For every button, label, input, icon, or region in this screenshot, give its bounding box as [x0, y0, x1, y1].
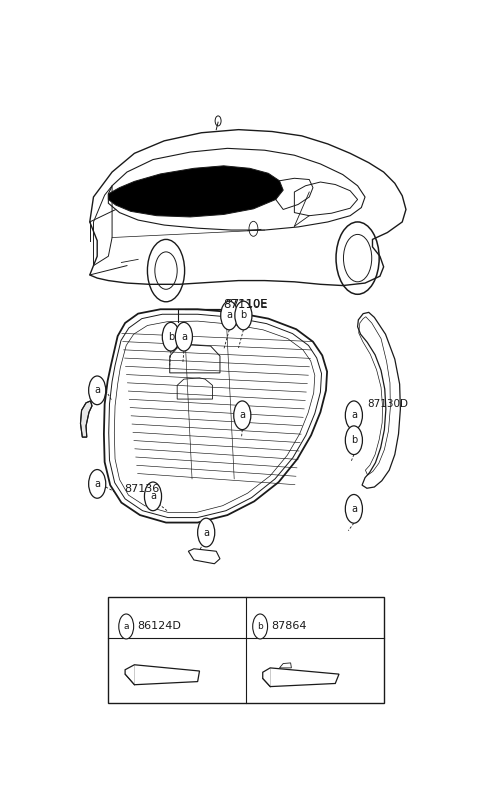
Text: 87110E: 87110E [224, 298, 268, 311]
Text: a: a [351, 504, 357, 514]
Circle shape [162, 322, 180, 351]
Text: b: b [240, 310, 247, 321]
Text: a: a [226, 310, 232, 321]
Text: b: b [257, 622, 263, 631]
Text: a: a [94, 479, 100, 489]
Circle shape [235, 301, 252, 330]
Circle shape [198, 518, 215, 547]
Text: a: a [123, 622, 129, 631]
Text: b: b [168, 332, 174, 342]
Text: a: a [181, 332, 187, 342]
Circle shape [89, 470, 106, 498]
Circle shape [144, 482, 162, 511]
Text: a: a [351, 411, 357, 420]
Circle shape [89, 376, 106, 405]
Text: 86124D: 86124D [137, 621, 181, 632]
Text: b: b [351, 435, 357, 446]
FancyBboxPatch shape [108, 598, 384, 703]
Circle shape [345, 426, 362, 454]
Circle shape [345, 494, 362, 523]
Polygon shape [81, 401, 92, 437]
Text: a: a [239, 411, 245, 420]
Circle shape [345, 401, 362, 429]
Text: 87130D: 87130D [367, 399, 408, 409]
Text: a: a [150, 492, 156, 501]
Circle shape [221, 301, 238, 330]
Text: 87136: 87136 [124, 484, 159, 494]
Text: 87110E: 87110E [225, 299, 267, 309]
Text: 87864: 87864 [271, 621, 307, 632]
Circle shape [252, 614, 267, 639]
Text: a: a [94, 386, 100, 395]
Circle shape [119, 614, 133, 639]
Text: a: a [203, 527, 209, 538]
Polygon shape [108, 166, 283, 217]
Circle shape [234, 401, 251, 429]
Circle shape [175, 322, 192, 351]
